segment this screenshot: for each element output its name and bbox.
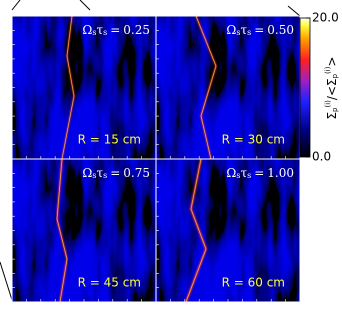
parameter-label: Ωsτs = 0.75 xyxy=(82,166,150,181)
radius-label: R = 15 cm xyxy=(78,133,141,147)
colorbar xyxy=(299,17,311,158)
radius-label: R = 60 cm xyxy=(222,276,285,290)
symbol: s xyxy=(247,28,251,37)
parameter-label: Ωsτs = 0.50 xyxy=(226,23,294,38)
panel: Ωsτs = 0.25R = 15 cm xyxy=(11,15,157,160)
symbol: s xyxy=(236,28,240,37)
symbol: s xyxy=(92,28,96,37)
panel: Ωsτs = 0.50R = 30 cm xyxy=(155,15,301,160)
equals: = xyxy=(110,166,120,180)
symbol: τ xyxy=(96,166,103,180)
panel-frame xyxy=(155,158,301,303)
density-map xyxy=(12,159,156,302)
colorbar-tick-label: 0.0 xyxy=(312,150,331,164)
symbol: s xyxy=(236,171,240,180)
filament-core xyxy=(185,158,207,303)
density-map xyxy=(156,16,300,159)
panel: Ωsτs = 1.00R = 60 cm xyxy=(155,158,301,303)
zoom-lines xyxy=(0,0,301,301)
symbol: τ xyxy=(96,23,103,37)
equals: = xyxy=(254,23,264,37)
filament-core xyxy=(56,158,68,303)
symbol: τ xyxy=(240,23,247,37)
symbol: τ xyxy=(240,166,247,180)
stokes-value: 0.75 xyxy=(123,166,150,180)
radius-label: R = 45 cm xyxy=(78,276,141,290)
parameter-label: Ωsτs = 0.25 xyxy=(82,23,150,38)
density-map xyxy=(156,159,300,302)
equals: = xyxy=(254,166,264,180)
filament-core xyxy=(195,15,217,160)
density-map xyxy=(12,16,156,159)
radius-label: R = 30 cm xyxy=(222,133,285,147)
symbol: Ω xyxy=(82,166,92,180)
colorbar-label: Σp(i)/<Σp(i)> xyxy=(324,56,339,119)
panel: Ωsτs = 0.75R = 45 cm xyxy=(11,158,157,303)
colorbar-tick-label: 20.0 xyxy=(312,11,339,25)
stokes-value: 0.50 xyxy=(267,23,294,37)
parameter-label: Ωsτs = 1.00 xyxy=(226,166,294,181)
symbol: s xyxy=(92,171,96,180)
symbol: s xyxy=(103,171,107,180)
stokes-value: 1.00 xyxy=(267,166,294,180)
symbol: Ω xyxy=(226,23,236,37)
filament-core xyxy=(61,15,75,160)
symbol: s xyxy=(247,171,251,180)
symbol: Ω xyxy=(82,23,92,37)
stokes-value: 0.25 xyxy=(123,23,150,37)
symbol: s xyxy=(103,28,107,37)
symbol: Ω xyxy=(226,166,236,180)
colorbar-axis: 0.0 20.0 xyxy=(306,11,339,164)
equals: = xyxy=(110,23,120,37)
